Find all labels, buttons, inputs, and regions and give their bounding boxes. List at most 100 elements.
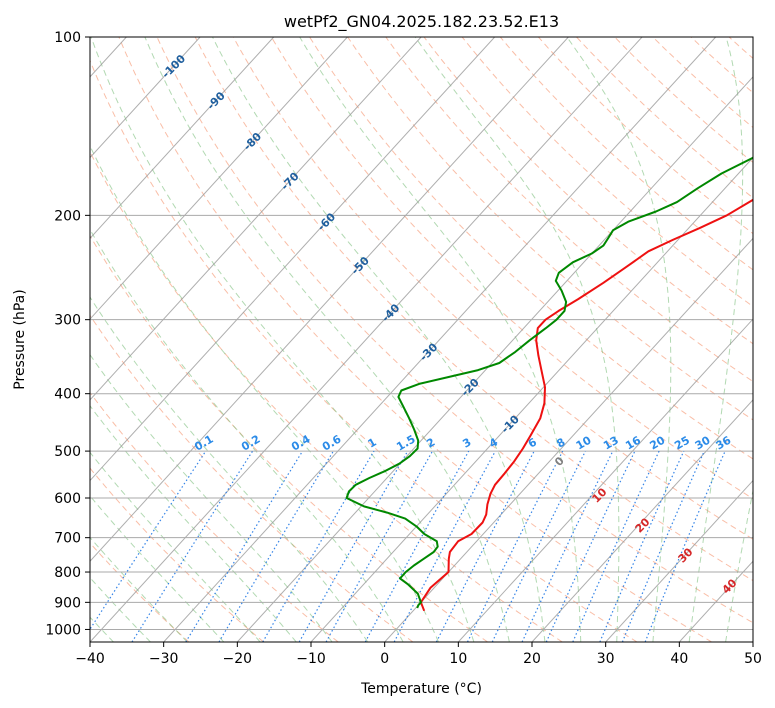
theta-e-label: 10 bbox=[590, 485, 610, 505]
y-axis-title: Pressure (hPa) bbox=[12, 289, 28, 389]
mixing-ratio-label: 1.5 bbox=[394, 433, 417, 454]
mixing-ratio-line bbox=[364, 450, 470, 642]
mixing-ratio-line bbox=[521, 450, 614, 642]
theta-e-label: 20 bbox=[633, 515, 653, 535]
mixing-ratio-line bbox=[218, 450, 334, 642]
x-tick-label: −10 bbox=[296, 651, 326, 667]
y-tick-label: 700 bbox=[54, 531, 81, 547]
x-tick-label: −20 bbox=[223, 651, 253, 667]
dry-adiabat-line bbox=[538, 37, 753, 235]
dry-adiabat-line bbox=[270, 37, 753, 500]
dry-adiabat-line bbox=[614, 37, 753, 164]
isotherm-line bbox=[457, 318, 753, 642]
dry-adiabat-line bbox=[90, 59, 638, 642]
x-tick-label: 50 bbox=[744, 651, 762, 667]
y-tick-label: 800 bbox=[54, 565, 81, 581]
mixing-ratio-line bbox=[325, 450, 434, 642]
dewpoint-profile bbox=[345, 156, 753, 609]
moist-adiabat-line bbox=[90, 451, 261, 642]
moist-adiabat-line bbox=[90, 536, 188, 642]
mixing-ratio-line bbox=[90, 450, 207, 631]
dry-adiabat-line bbox=[194, 37, 753, 582]
y-tick-label: 100 bbox=[54, 30, 81, 46]
moist-adiabat-line bbox=[90, 353, 333, 642]
moist-adiabat-line bbox=[414, 37, 620, 642]
y-tick-label: 200 bbox=[54, 208, 81, 224]
dry-adiabat-line bbox=[90, 467, 264, 642]
mixing-ratio-label: 30 bbox=[693, 433, 713, 452]
x-tick-label: −40 bbox=[75, 651, 105, 667]
moist-adiabat-line bbox=[212, 37, 546, 642]
x-tick-label: 40 bbox=[670, 651, 688, 667]
dry-adiabat-line bbox=[232, 37, 753, 540]
x-axis-title: Temperature (°C) bbox=[360, 681, 482, 697]
mixing-ratio-line bbox=[644, 450, 726, 642]
y-tick-label: 900 bbox=[54, 595, 81, 611]
dry-adiabat-line bbox=[90, 542, 190, 642]
dry-adiabat-line bbox=[347, 37, 753, 421]
dry-adiabat-line bbox=[90, 391, 339, 642]
moist-adiabat-line bbox=[144, 37, 510, 642]
mixing-ratio-line bbox=[466, 450, 564, 642]
plot-frame bbox=[89, 36, 754, 643]
isotherm-line bbox=[90, 37, 643, 642]
moist-adiabat-line bbox=[566, 37, 672, 642]
isotherm-line bbox=[90, 37, 569, 562]
dry-adiabat-line bbox=[90, 150, 563, 642]
mixing-ratio-line bbox=[545, 450, 636, 642]
theta-e-label: 0 bbox=[552, 454, 567, 469]
mixing-ratio-label: 4 bbox=[487, 435, 500, 450]
y-tick-label: 400 bbox=[54, 387, 81, 403]
mixing-ratio-label: 1 bbox=[366, 436, 379, 451]
dry-adiabat-line bbox=[690, 37, 753, 94]
mixing-ratio-line bbox=[131, 450, 254, 642]
mixing-ratio-line bbox=[491, 450, 586, 642]
dry-adiabat-line bbox=[309, 37, 753, 460]
mixing-ratio-line bbox=[599, 450, 685, 642]
x-tick-label: 10 bbox=[449, 651, 467, 667]
mixing-ratio-label: 3 bbox=[460, 436, 473, 451]
mixing-ratio-line bbox=[185, 450, 304, 642]
dry-adiabat-line bbox=[90, 234, 488, 642]
isotherm-line bbox=[310, 156, 753, 642]
mixing-ratio-label: 6 bbox=[526, 435, 539, 450]
y-tick-label: 500 bbox=[54, 444, 81, 460]
isotherm-line bbox=[90, 37, 348, 320]
y-tick-label: 300 bbox=[54, 313, 81, 329]
mixing-ratio-label: 16 bbox=[623, 433, 643, 452]
isotherm-label: -100 bbox=[159, 52, 188, 81]
dry-adiabat-line bbox=[156, 37, 753, 624]
isotherm-line bbox=[90, 37, 422, 401]
dry-adiabat-line bbox=[576, 37, 753, 199]
dry-adiabat-line bbox=[385, 37, 753, 383]
moist-adiabat-line bbox=[90, 144, 439, 642]
temperature-profile bbox=[419, 198, 753, 612]
dry-adiabat-line bbox=[652, 37, 753, 129]
y-tick-label: 1000 bbox=[45, 622, 81, 638]
background-grid bbox=[90, 37, 753, 642]
mixing-ratio-label: 20 bbox=[648, 433, 668, 452]
moist-adiabat-line bbox=[90, 296, 369, 642]
dry-adiabat-line bbox=[118, 37, 712, 642]
moist-adiabat-line bbox=[90, 37, 475, 642]
dry-adiabat-line bbox=[90, 314, 414, 642]
dry-adiabat-line bbox=[728, 37, 753, 60]
isotherm-line bbox=[752, 641, 753, 642]
x-tick-label: 20 bbox=[523, 651, 541, 667]
moist-adiabat-line bbox=[688, 37, 744, 642]
mixing-ratio-label: 10 bbox=[574, 433, 594, 452]
moist-adiabat-line bbox=[725, 488, 753, 642]
moist-adiabat-line bbox=[299, 37, 582, 642]
mixing-ratio-line bbox=[621, 450, 705, 642]
isotherm-line bbox=[163, 37, 717, 642]
mixing-ratio-label: 2 bbox=[424, 436, 437, 451]
mixing-ratio-label: 0.6 bbox=[320, 432, 344, 453]
isotherm-line bbox=[236, 76, 753, 642]
isotherm-line bbox=[90, 37, 496, 482]
isotherm-line bbox=[384, 237, 753, 642]
x-tick-label: −30 bbox=[149, 651, 179, 667]
mixing-ratio-line bbox=[572, 450, 660, 642]
axis-ticks: −40 −30 −20 −10 0 10 20 30 40 50 100 200 300 400 500 6 0… bbox=[45, 30, 762, 667]
mixing-ratio-line bbox=[393, 450, 496, 642]
isotherm-line bbox=[90, 37, 201, 159]
